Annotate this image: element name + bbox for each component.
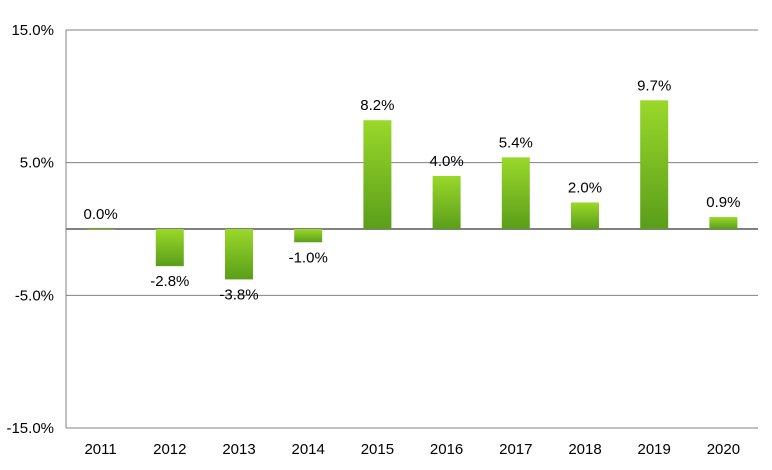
data-label-2017: 5.4% <box>499 134 533 151</box>
data-label-2015: 8.2% <box>360 97 394 114</box>
x-tick-label: 2017 <box>499 441 532 458</box>
data-label-2014: -1.0% <box>289 249 328 266</box>
x-tick-label: 2012 <box>153 441 186 458</box>
x-tick-label: 2019 <box>638 441 671 458</box>
x-tick-label: 2011 <box>84 441 116 458</box>
x-tick-label: 2014 <box>292 441 325 458</box>
x-tick-label: 2018 <box>568 441 601 458</box>
data-label-2013: -3.8% <box>219 286 258 303</box>
bar-2019 <box>640 100 669 230</box>
x-tick-label: 2020 <box>707 441 740 458</box>
data-label-2018: 2.0% <box>568 179 602 196</box>
bar-2011 <box>86 229 115 230</box>
data-label-2011: 0.0% <box>83 206 117 223</box>
bar-2016 <box>432 175 461 229</box>
bar-2020 <box>709 217 738 229</box>
data-label-2012: -2.8% <box>150 273 189 290</box>
bar-2014 <box>294 229 323 243</box>
x-tick-label: 2015 <box>361 441 394 458</box>
bar-2017 <box>501 157 530 229</box>
data-label-2020: 0.9% <box>706 194 740 211</box>
x-tick-label: 2013 <box>222 441 255 458</box>
bar-2013 <box>225 229 253 280</box>
tick-labels: 15.0% 5.0% -5.0% -15.0% 2011 2012 2013 2014 2015… <box>6 22 740 458</box>
y-tick-label: 15.0% <box>11 22 54 39</box>
y-tick-label: 5.0% <box>20 155 54 172</box>
data-label-2019: 9.7% <box>637 77 671 94</box>
x-tick-label: 2016 <box>430 441 463 458</box>
bar-2012 <box>155 229 184 267</box>
y-tick-label: -5.0% <box>15 287 54 304</box>
data-labels: 0.0% -2.8% -3.8% -1.0% 8.2% 4.0% 5.4% 2.0% 9.7% 0… <box>83 77 740 303</box>
bar-2018 <box>571 202 599 229</box>
data-label-2016: 4.0% <box>429 153 463 170</box>
y-tick-label: -15.0% <box>6 420 54 437</box>
bar-2015 <box>363 120 392 229</box>
bars <box>86 100 738 280</box>
